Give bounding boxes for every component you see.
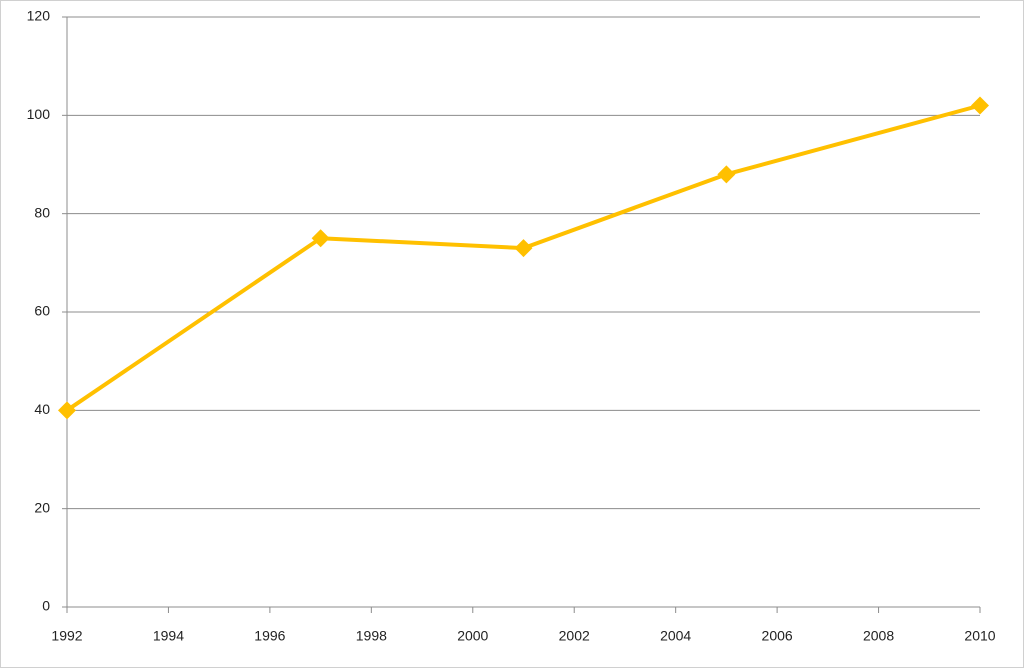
y-tick-label: 120 xyxy=(27,8,51,24)
marker xyxy=(58,401,76,420)
marker xyxy=(514,239,533,258)
x-tick-label: 2006 xyxy=(762,628,793,644)
x-tick-label: 1998 xyxy=(356,628,387,644)
y-tick-label: 20 xyxy=(34,499,50,515)
y-tick-label: 60 xyxy=(34,303,50,319)
x-tick-label: 2004 xyxy=(660,628,691,644)
marker xyxy=(311,229,330,248)
x-tick-label: 1994 xyxy=(153,628,184,644)
x-tick-label: 1996 xyxy=(254,628,285,644)
x-tick-label: 2000 xyxy=(457,628,488,644)
marker xyxy=(717,165,736,184)
x-tick-label: 2002 xyxy=(559,628,590,644)
y-tick-label: 40 xyxy=(34,401,50,417)
marker xyxy=(971,96,989,115)
x-tick-label: 2010 xyxy=(964,628,995,644)
y-tick-label: 0 xyxy=(42,598,50,614)
y-tick-label: 80 xyxy=(34,204,50,220)
x-tick-label: 2008 xyxy=(863,628,894,644)
y-tick-label: 100 xyxy=(27,106,51,122)
x-tick-label: 1992 xyxy=(51,628,82,644)
